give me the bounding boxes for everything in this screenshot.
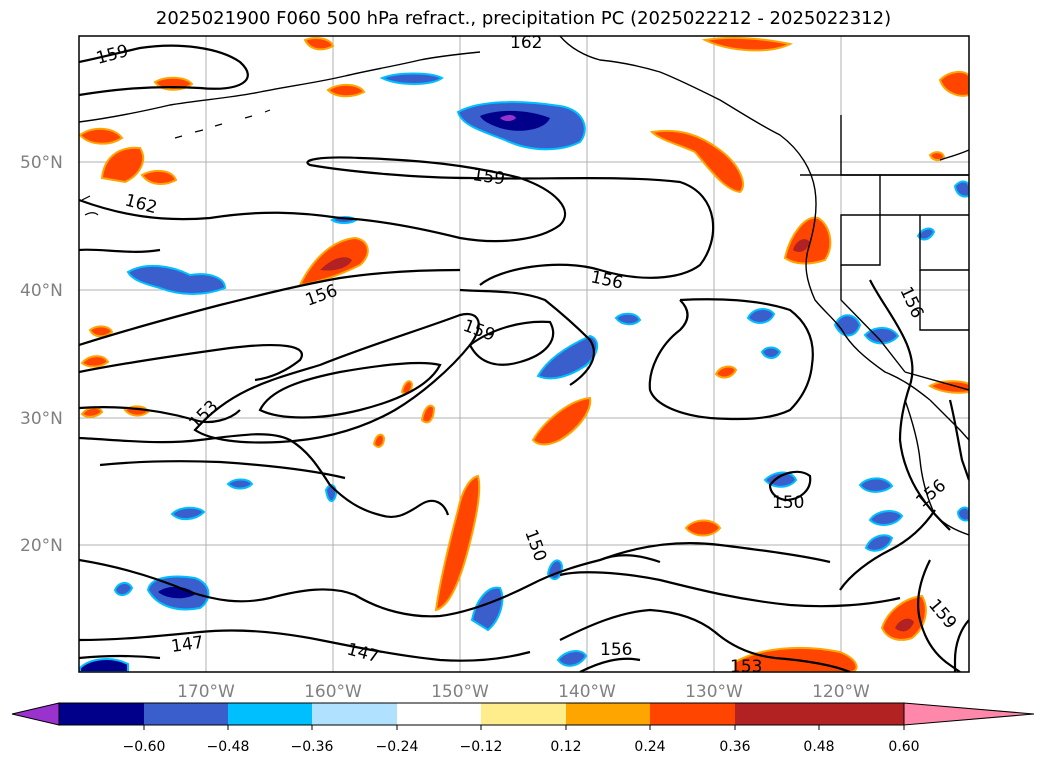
- colorbar-extend-low: [11, 702, 60, 726]
- map-title: 2025021900 F060 500 hPa refract., precip…: [155, 8, 892, 29]
- lon-tick-label: 150°W: [431, 682, 489, 702]
- colorbar-tick-label: 0.36: [719, 739, 750, 755]
- colorbar-tick-label: 0.60: [888, 739, 919, 755]
- colorbar-tick-label: −0.24: [376, 739, 419, 755]
- colorbar-tick-label: −0.60: [123, 739, 166, 755]
- colorbar-segment: [228, 703, 312, 725]
- map-border: [78, 35, 970, 673]
- lat-tick-label: 20°N: [20, 536, 63, 556]
- lat-tick-label: 40°N: [20, 281, 63, 301]
- precip-positive: [79, 36, 969, 672]
- lon-tick-label: 160°W: [304, 682, 362, 702]
- lon-tick-label: 120°W: [812, 682, 870, 702]
- colorbar-segment: [650, 703, 735, 725]
- colorbar-segment: [481, 703, 566, 725]
- coastlines: [79, 36, 969, 536]
- colorbar-segment: [144, 703, 228, 725]
- colorbar-tick-label: 0.48: [803, 739, 834, 755]
- lat-axis: 50°N 40°N 30°N 20°N: [20, 153, 63, 556]
- colorbar-tick-label: −0.48: [207, 739, 250, 755]
- colorbar-segment: [59, 703, 144, 725]
- colorbar-tick-label: −0.36: [291, 739, 334, 755]
- lon-axis: 170°W 160°W 150°W 140°W 130°W 120°W: [177, 682, 870, 702]
- lon-tick-label: 130°W: [685, 682, 743, 702]
- colorbar-segment: [566, 703, 650, 725]
- contour-label: 156: [600, 640, 632, 660]
- lat-tick-label: 50°N: [20, 153, 63, 173]
- colorbar-segment: [397, 703, 481, 725]
- colorbar-segment: [735, 703, 819, 725]
- colorbar-segment: [819, 703, 904, 725]
- colorbar-tick-label: −0.12: [460, 739, 503, 755]
- contour-label: 147: [170, 633, 205, 657]
- colorbar-extend-high: [903, 702, 1035, 726]
- islands: [81, 109, 271, 216]
- colorbar-segment: [312, 703, 397, 725]
- colorbar-tick-label: 0.12: [550, 739, 581, 755]
- lon-tick-label: 140°W: [558, 682, 616, 702]
- colorbar-tick-label: 0.24: [634, 739, 665, 755]
- refractivity-contours: [79, 44, 969, 672]
- lon-tick-label: 170°W: [177, 682, 235, 702]
- contour-label: 153: [730, 657, 762, 677]
- contour-label: 150: [772, 493, 804, 513]
- colorbar: −0.60 −0.48 −0.36 −0.24 −0.12 0.12 0.24 …: [11, 702, 1035, 755]
- lat-tick-label: 30°N: [20, 409, 63, 429]
- contour-label: 159: [471, 165, 506, 189]
- contour-label: 162: [510, 33, 542, 53]
